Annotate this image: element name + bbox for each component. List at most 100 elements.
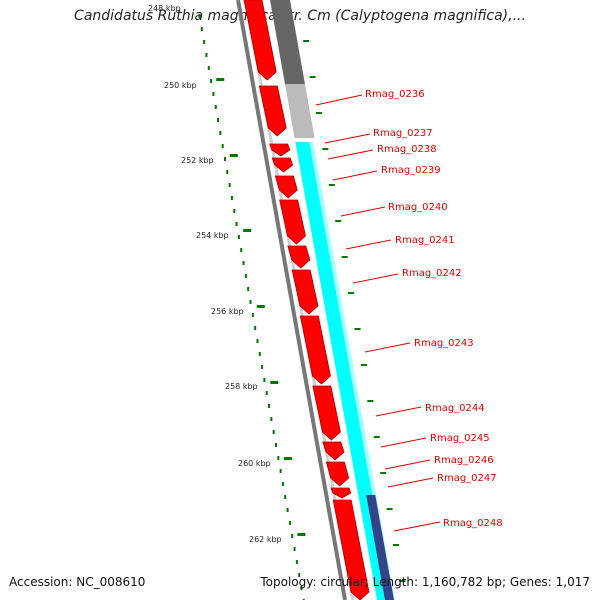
scale-label-248: 248 kbp [148,4,181,13]
scale-dot [295,560,298,564]
track-tick [303,40,310,42]
backbone-line-outer [236,0,347,600]
grey-segment-dark [270,0,305,84]
scale-major-tick [229,154,238,157]
scale-dot [237,235,240,239]
gene-label-rmag-0244: Rmag_0244 [425,403,485,414]
cds-arrow [274,175,298,199]
track-tick [341,256,348,258]
cds-arrow [312,385,341,441]
scale-dot [251,313,254,317]
cds-arrow [271,157,294,173]
scale-dot [254,326,257,330]
scale-dot [214,105,217,109]
cds-arrow [322,441,345,461]
scale-dot [279,469,282,473]
cds-arrow [279,199,306,245]
track-tick [380,472,387,474]
track-tick [373,436,380,438]
scale-major-tick [283,457,292,460]
gene-label-rmag-0241: Rmag_0241 [395,235,455,246]
scale-dot [249,300,252,304]
scale-dot [261,365,264,369]
scale-dot [212,92,215,96]
track-tick [322,148,329,150]
cds-arrow [299,315,331,385]
leader-0239 [332,170,378,181]
cds-arrow-track [243,0,370,600]
scale-major-tick [216,78,225,81]
scale-dot [281,482,284,486]
cds-arrow [269,143,291,157]
navy-segment [366,495,394,600]
track-tick [367,400,374,402]
scale-dot [256,339,259,343]
leader-0240 [340,206,386,217]
gene-label-rmag-0242: Rmag_0242 [402,268,462,279]
track-tick [354,328,361,330]
feature-track [270,0,395,600]
scale-dot [288,521,291,525]
cds-arrow [325,461,350,487]
track-tick [309,76,316,78]
scale-major-tick [243,229,252,232]
accession-text: Accession: NC_008610 [9,575,146,589]
scale-dot [284,495,287,499]
scale-major-tick [297,533,306,536]
leader-0238 [327,149,374,160]
scale-dot [223,157,226,161]
scale-dot [300,586,303,590]
scale-dot [277,456,280,460]
track-tick [328,184,335,186]
scale-dot [270,417,273,421]
scale-dot [228,183,231,187]
scale-label-256: 256 kbp [211,307,244,316]
scale-track [198,14,406,600]
scale-dot [217,118,220,122]
cyan-track-highlight [309,142,395,600]
gene-label-rmag-0248: Rmag_0248 [443,518,503,529]
scale-dot [293,547,296,551]
gene-label-rmag-0237: Rmag_0237 [373,128,433,139]
track-tick [399,580,406,582]
scale-dot [258,352,261,356]
leader-0243 [364,342,411,353]
scale-dot [291,534,294,538]
track-tick [348,292,355,294]
track-tick [315,112,322,114]
cyan-track [295,142,393,600]
track-tick [360,364,367,366]
leader-0244 [375,406,422,417]
scale-dot [244,274,247,278]
leader-0242 [352,273,399,284]
scale-label-260: 260 kbp [238,459,271,468]
leader-0245 [380,437,427,448]
scale-label-250: 250 kbp [164,81,197,90]
scale-dot [207,66,210,70]
leader-0247 [387,477,434,488]
scale-label-258: 258 kbp [225,382,258,391]
scale-dot [210,79,213,83]
leader-0246 [384,459,431,470]
scale-major-tick [256,305,265,308]
scale-dot [247,287,250,291]
leader-0248 [393,521,441,532]
gene-label-rmag-0246: Rmag_0246 [434,455,494,466]
cds-arrow [291,269,319,315]
scale-dot [219,131,222,135]
grey-segment-light [284,84,315,138]
scale-dot [203,40,206,44]
scale-dot [235,222,238,226]
scale-dot [240,248,243,252]
scale-dot [268,404,271,408]
map-title: Candidatus Ruthia magnifica str. Cm (Cal… [74,8,526,24]
scale-label-254: 254 kbp [196,231,229,240]
track-tick [386,508,393,510]
leader-0241 [345,239,392,250]
scale-major-tick [270,381,279,384]
gene-label-rmag-0240: Rmag_0240 [388,202,448,213]
cds-arrow [287,245,311,269]
scale-dot [230,196,233,200]
genome-summary-text: Topology: circular; Length: 1,160,782 bp… [260,575,590,589]
gene-label-rmag-0243: Rmag_0243 [414,338,474,349]
